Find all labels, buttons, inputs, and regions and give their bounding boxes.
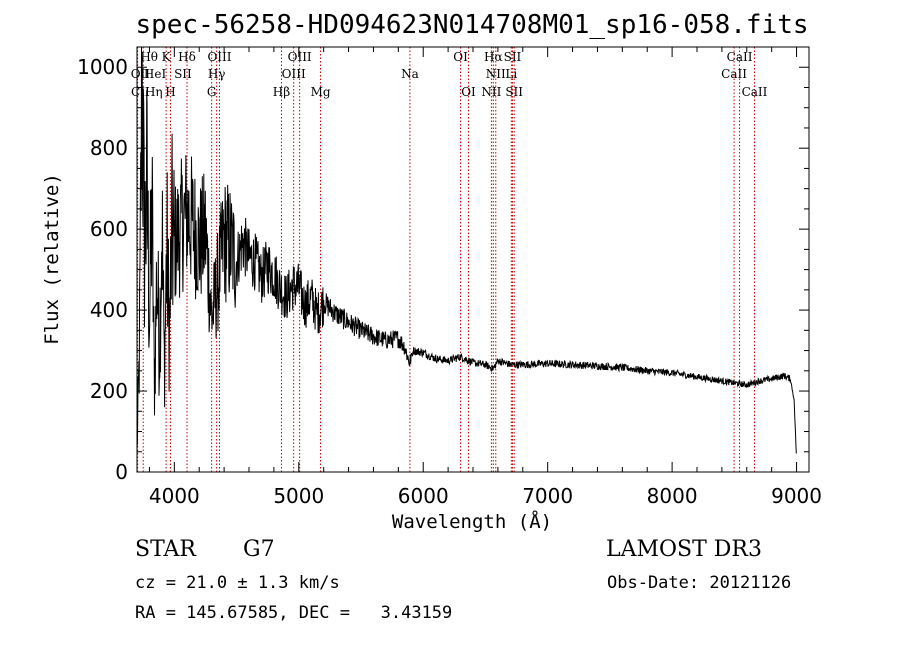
x-tick-label: 9000 — [771, 484, 822, 508]
chart-title: spec-56258-HD094623N014708M01_sp16-058.f… — [135, 10, 808, 40]
line-label-24: SII — [505, 85, 523, 99]
line-label-22: Li — [505, 67, 517, 81]
x-tick-label: 4000 — [149, 484, 200, 508]
line-label-23: NII — [481, 85, 501, 99]
line-label-21: NII — [486, 67, 506, 81]
line-label-3: HeI — [144, 67, 167, 81]
y-axis-label: Flux (relative) — [41, 173, 63, 345]
line-label-27: CaII — [742, 85, 768, 99]
line-label-25: CaII — [727, 50, 753, 64]
line-label-17: OI — [453, 50, 468, 64]
x-tick-label: 7000 — [522, 484, 573, 508]
line-label-11: G — [207, 85, 217, 99]
line-label-20: SII — [504, 50, 522, 64]
line-label-18: OI — [461, 85, 476, 99]
redshift-info: cz = 21.0 ± 1.3 km/s — [135, 573, 340, 593]
line-label-26: CaII — [721, 67, 747, 81]
spectrum-line — [136, 46, 797, 454]
spectrum-series — [136, 46, 797, 454]
survey-name: LAMOST DR3 — [606, 537, 762, 562]
spectrum-chart: spec-56258-HD094623N014708M01_sp16-058.f… — [41, 10, 822, 533]
y-tick-label: 1000 — [77, 55, 128, 79]
x-tick-label: 5000 — [273, 484, 324, 508]
line-label-5: K — [162, 50, 172, 64]
line-label-0: OII — [131, 67, 151, 81]
x-tick-label: 8000 — [647, 484, 698, 508]
line-label-2: Hθ — [140, 50, 158, 64]
y-tick-label: 600 — [90, 217, 128, 241]
line-label-9: OIII — [207, 50, 231, 64]
observation-date: Obs-Date: 20121126 — [607, 573, 792, 593]
object-class: STAR — [135, 537, 196, 562]
y-tick-label: 400 — [90, 298, 128, 322]
line-label-6: H — [165, 85, 175, 99]
spectral-line-markers — [137, 47, 755, 472]
y-tick-label: 200 — [90, 379, 128, 403]
x-axis-ticks: 4000 5000 6000 7000 8000 9000 — [149, 47, 822, 508]
coordinates: RA = 145.67585, DEC = 3.43159 — [135, 603, 453, 623]
line-label-8: Hδ — [178, 50, 196, 64]
line-label-16: Na — [401, 67, 419, 81]
line-label-15: Mg — [311, 85, 331, 99]
line-label-13: OIII — [288, 50, 312, 64]
line-label-10: Hγ — [208, 67, 226, 81]
line-label-4: Hη — [145, 85, 163, 99]
x-tick-label: 6000 — [398, 484, 449, 508]
line-label-12: Hβ — [273, 85, 290, 99]
y-tick-label: 0 — [115, 460, 128, 484]
y-tick-label: 800 — [90, 136, 128, 160]
y-axis-ticks: 0 200 400 600 800 1000 — [77, 55, 809, 484]
x-axis-label: Wavelength (Å) — [392, 510, 552, 533]
line-label-7: SII — [174, 67, 192, 81]
spectral-subclass: G7 — [243, 537, 275, 562]
line-label-19: Hα — [484, 50, 503, 64]
line-label-1: CII — [131, 85, 150, 99]
line-label-14: OIII — [282, 67, 306, 81]
spectral-line-labels: OII CII Hθ HeI Hη K H SII Hδ OIII Hγ G Hβ OIII OIII Mg N… — [131, 50, 768, 99]
